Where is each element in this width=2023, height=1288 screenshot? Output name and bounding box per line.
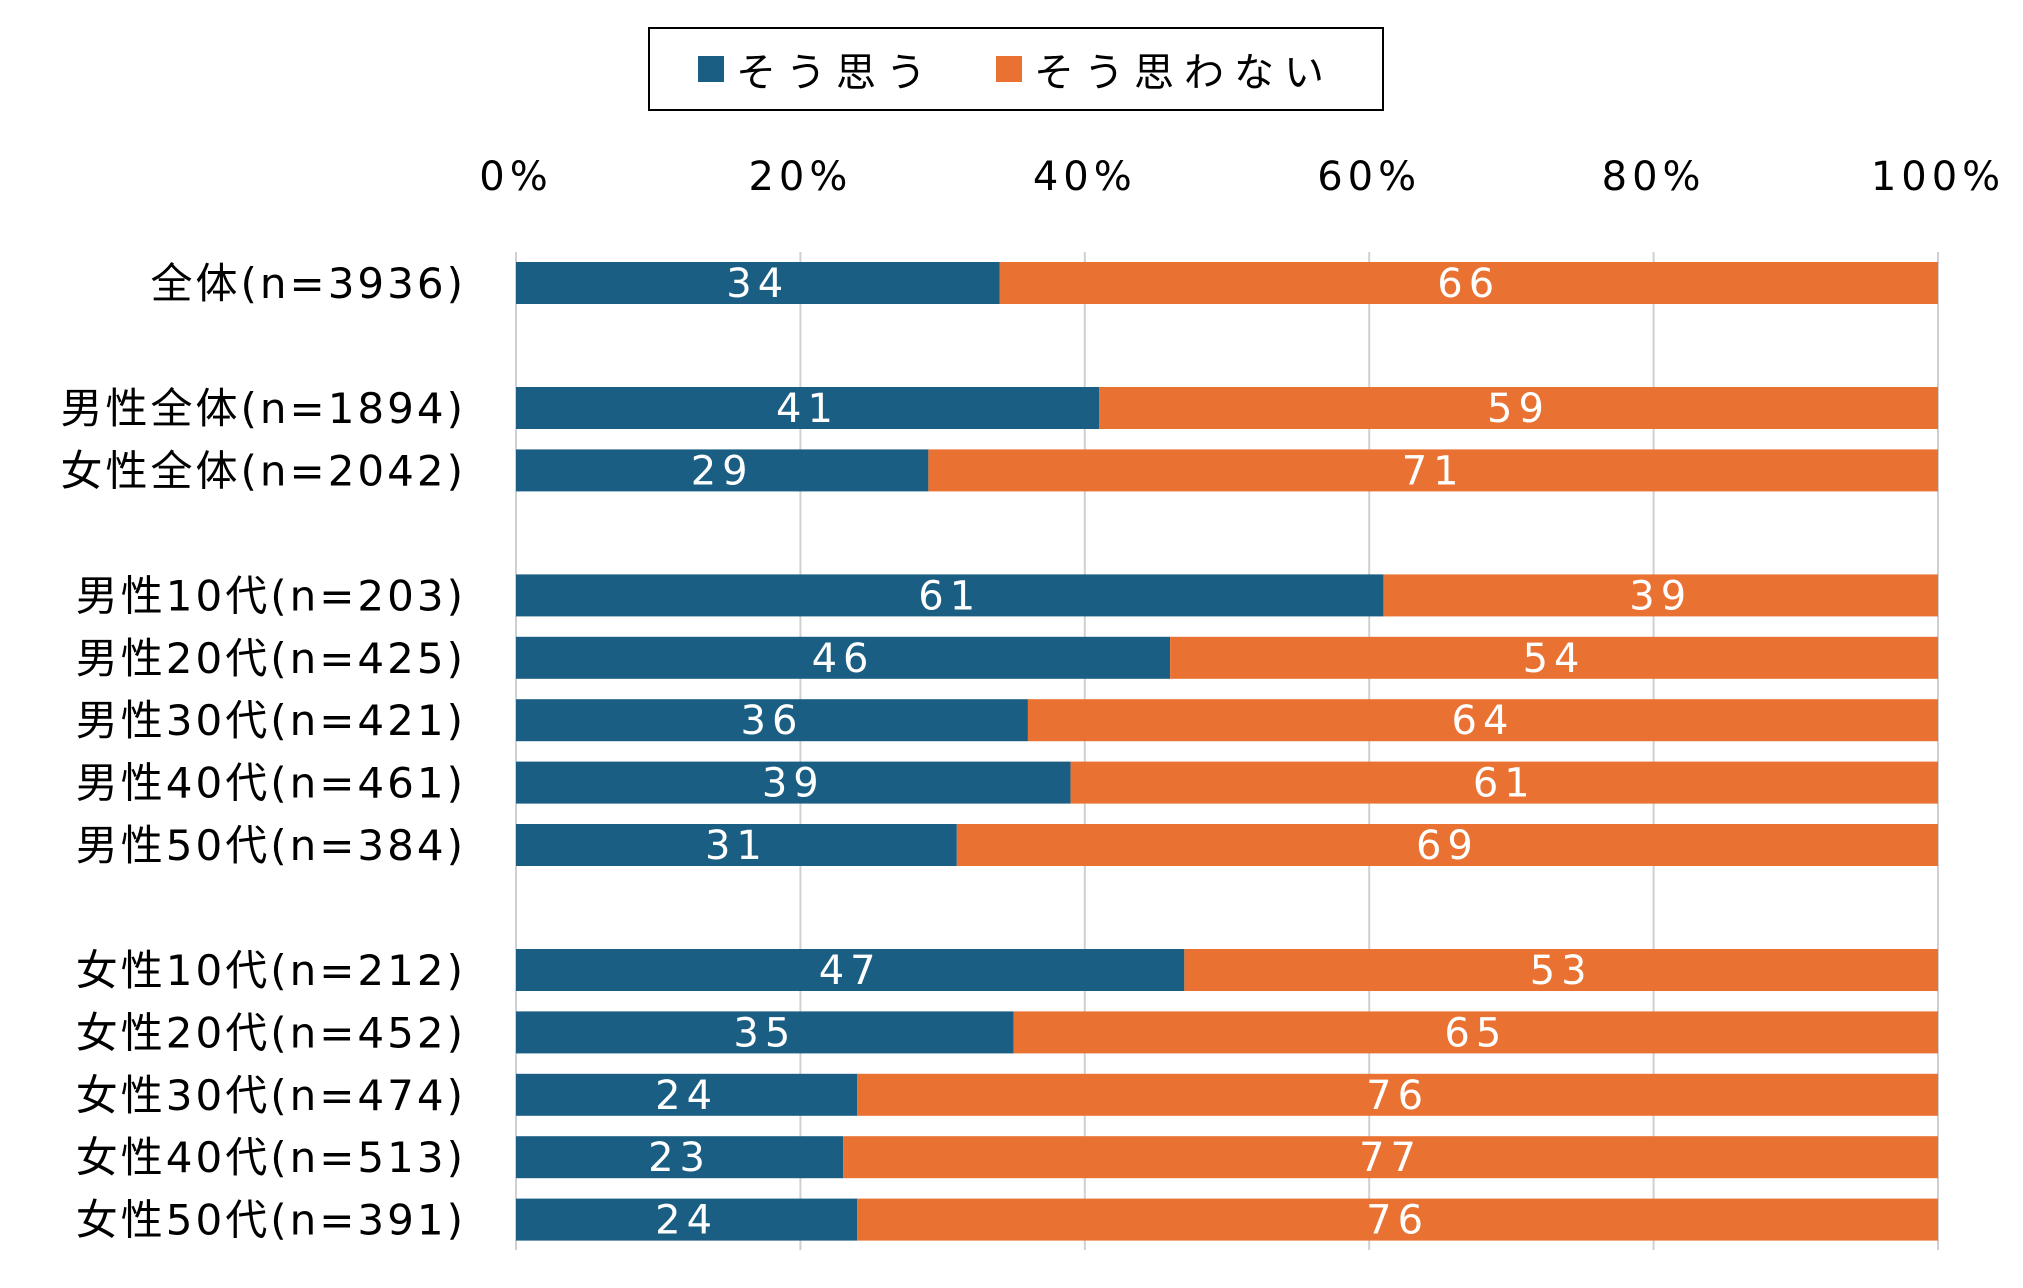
data-label: 54 — [1523, 636, 1586, 682]
legend-swatch-agree — [698, 56, 724, 82]
category-label: 男性20代(n=425) — [76, 634, 466, 683]
legend-label-agree: そう思う — [736, 50, 936, 96]
x-tick-label: 20% — [748, 154, 852, 200]
category-label: 女性20代(n=452) — [76, 1008, 466, 1057]
bar-segment-agree — [516, 636, 1171, 679]
data-label: 47 — [819, 948, 882, 994]
category-label: 男性全体(n=1894) — [61, 384, 466, 433]
data-label: 36 — [741, 698, 804, 744]
bar-segment-agree — [516, 699, 1028, 742]
data-label: 69 — [1416, 823, 1479, 869]
data-label: 31 — [705, 823, 768, 869]
bar-segment-agree — [516, 824, 957, 866]
bar-segment-agree — [516, 574, 1384, 617]
legend-item-agree: そう思う — [698, 40, 936, 98]
data-label: 24 — [655, 1073, 718, 1119]
legend-item-disagree: そう思わない — [996, 40, 1334, 98]
x-tick-label: 80% — [1602, 154, 1706, 200]
data-label: 39 — [762, 761, 825, 807]
data-label: 71 — [1402, 448, 1465, 494]
bar-segment-agree — [516, 761, 1071, 804]
bar-segment-disagree — [1070, 761, 1938, 804]
x-tick-label: 40% — [1033, 154, 1137, 200]
bar-segment-disagree — [928, 449, 1938, 492]
bar-segment-disagree — [1099, 387, 1938, 429]
x-tick-label: 0% — [479, 154, 552, 200]
data-label: 61 — [918, 573, 981, 619]
x-tick-label: 100% — [1871, 154, 2005, 200]
bar-segment-agree — [516, 449, 929, 492]
data-label: 61 — [1473, 761, 1536, 807]
bar-segment-disagree — [843, 1136, 1938, 1179]
data-label: 65 — [1444, 1010, 1507, 1056]
bar-segment-disagree — [956, 824, 1938, 866]
bar-segment-agree — [516, 1073, 858, 1116]
data-label: 53 — [1530, 948, 1593, 994]
bar-segment-disagree — [1013, 1011, 1938, 1054]
bar-segment-agree — [516, 387, 1100, 429]
bar-segment-disagree — [857, 1073, 1938, 1116]
bar-segment-disagree — [999, 262, 1938, 304]
data-label: 66 — [1437, 261, 1500, 307]
bar-segment-disagree — [1027, 699, 1938, 742]
data-label: 64 — [1452, 698, 1515, 744]
bar-segment-agree — [516, 262, 1000, 304]
category-label: 男性50代(n=384) — [76, 821, 466, 870]
bar-segment-agree — [516, 1198, 858, 1241]
data-label: 76 — [1366, 1073, 1429, 1119]
bar-segment-agree — [516, 949, 1185, 991]
bar-segment-disagree — [1170, 636, 1938, 679]
legend-label-disagree: そう思わない — [1034, 50, 1334, 96]
category-label: 全体(n=3936) — [151, 259, 466, 308]
legend: そう思う そう思わない — [648, 27, 1384, 111]
bar-segment-disagree — [1383, 574, 1938, 617]
data-label: 41 — [776, 386, 839, 432]
data-label: 77 — [1359, 1135, 1422, 1181]
category-label: 女性40代(n=513) — [76, 1133, 466, 1182]
category-label: 女性10代(n=212) — [76, 946, 466, 995]
legend-swatch-disagree — [996, 56, 1022, 82]
bar-segment-agree — [516, 1136, 844, 1179]
data-label: 35 — [733, 1010, 796, 1056]
category-label: 男性10代(n=203) — [76, 571, 466, 620]
category-label: 女性全体(n=2042) — [61, 446, 466, 495]
data-label: 59 — [1487, 386, 1550, 432]
data-label: 76 — [1366, 1198, 1429, 1244]
category-label: 男性40代(n=461) — [76, 759, 466, 808]
data-label: 39 — [1629, 573, 1692, 619]
data-label: 46 — [812, 636, 875, 682]
category-label: 女性30代(n=474) — [76, 1071, 466, 1120]
category-label: 女性50代(n=391) — [76, 1196, 466, 1245]
category-label: 男性30代(n=421) — [76, 696, 466, 745]
data-label: 34 — [726, 261, 789, 307]
data-label: 24 — [655, 1198, 718, 1244]
data-label: 29 — [691, 448, 754, 494]
bar-segment-disagree — [857, 1198, 1938, 1241]
x-tick-label: 60% — [1317, 154, 1421, 200]
data-label: 23 — [648, 1135, 711, 1181]
bar-segment-agree — [516, 1011, 1014, 1054]
bar-segment-disagree — [1184, 949, 1938, 991]
